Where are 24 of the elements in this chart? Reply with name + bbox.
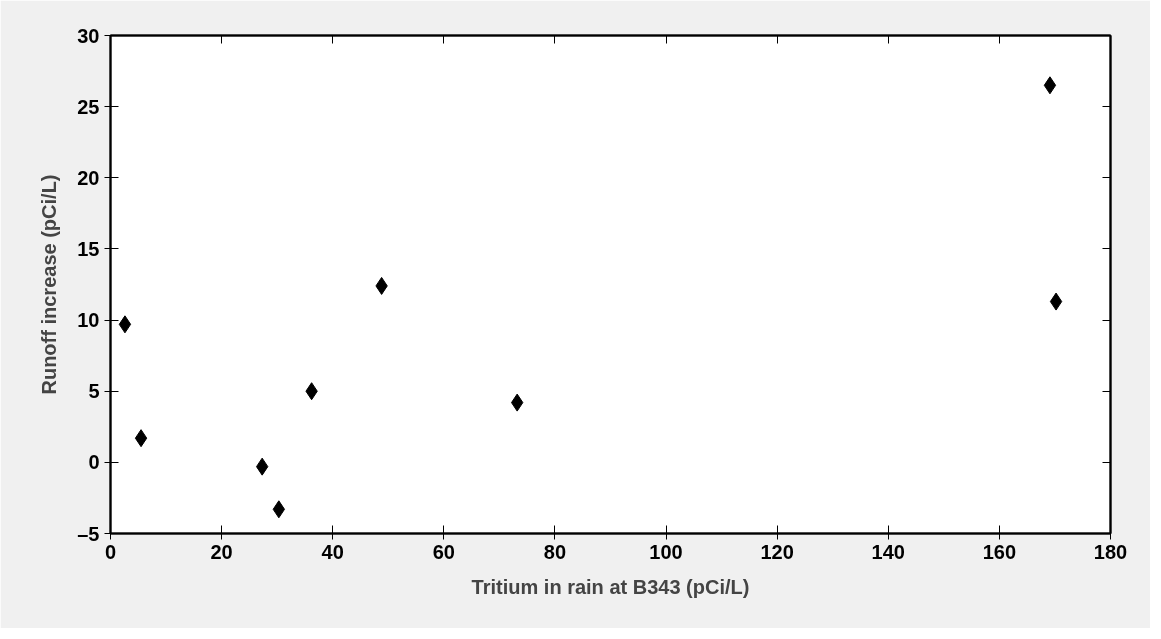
x-tick-label: 140 bbox=[871, 540, 905, 563]
y-tick-label: –5 bbox=[77, 522, 100, 545]
x-tick-label: 160 bbox=[982, 540, 1017, 563]
x-tick-label: 20 bbox=[210, 540, 233, 563]
point bbox=[1043, 76, 1057, 95]
point bbox=[134, 429, 148, 448]
y-tick-label: 20 bbox=[77, 166, 100, 189]
x-tick-label: 120 bbox=[760, 540, 794, 563]
x-tick-label: 100 bbox=[649, 540, 683, 563]
x-tick-label: 80 bbox=[543, 540, 567, 563]
x-axis-title: Tritium in rain at B343 (pCi/L) bbox=[471, 575, 750, 598]
x-tick-label: 60 bbox=[432, 540, 455, 563]
y-axis-title: Runoff increase (pCi/L) bbox=[38, 174, 61, 395]
y-tick-label: 0 bbox=[88, 451, 100, 474]
y-tick-label: 30 bbox=[77, 24, 100, 47]
point bbox=[1049, 292, 1063, 311]
y-tick-label: 25 bbox=[77, 95, 100, 118]
point bbox=[118, 315, 132, 334]
y-tick-label: 10 bbox=[77, 309, 100, 332]
x-tick-label: 40 bbox=[321, 540, 344, 563]
y-tick-label: 15 bbox=[77, 237, 100, 260]
x-tick-label: 0 bbox=[104, 540, 117, 563]
y-tick-label: 5 bbox=[88, 380, 100, 403]
x-tick-label: 180 bbox=[1093, 540, 1128, 563]
